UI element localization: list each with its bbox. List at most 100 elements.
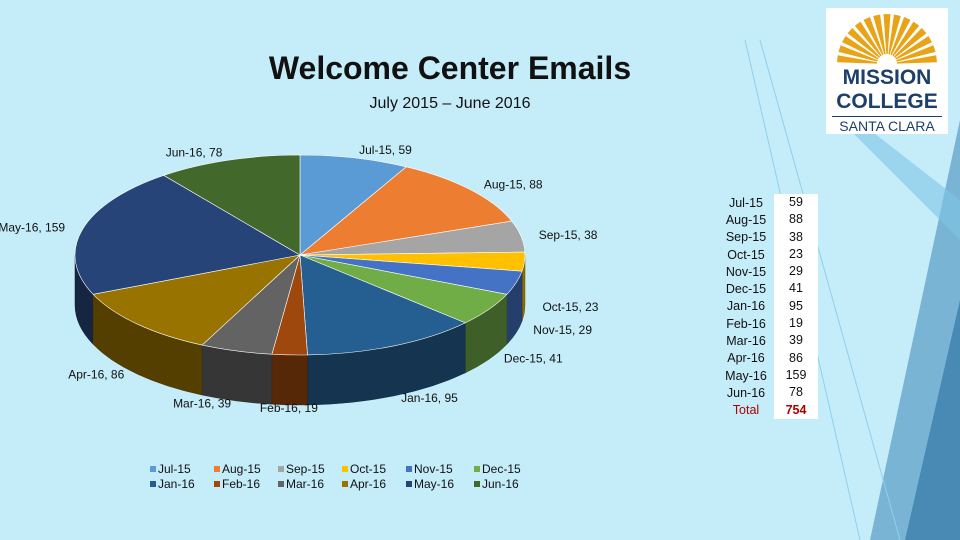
table-value: 19 xyxy=(774,315,818,333)
table-value: 95 xyxy=(774,297,818,316)
table-row: Apr-16 86 xyxy=(718,349,818,367)
table-value: 29 xyxy=(774,263,818,281)
legend-swatch xyxy=(406,481,412,487)
table-row: Jan-16 95 xyxy=(718,297,818,316)
table-month: Feb-16 xyxy=(726,316,766,331)
table-row: May-16 159 xyxy=(718,366,818,385)
table-month: Nov-15 xyxy=(725,264,767,279)
table-value: 78 xyxy=(774,384,818,402)
legend-item: Mar-16 xyxy=(278,477,342,491)
table-row: Aug-15 88 xyxy=(718,211,818,229)
table-value: 23 xyxy=(774,245,818,264)
legend-label: Jan-16 xyxy=(158,477,195,491)
legend-item: Jun-16 xyxy=(474,477,538,491)
table-month: Jul-15 xyxy=(728,195,764,210)
table-month: Apr-16 xyxy=(727,351,765,366)
pie-data-label: Feb-16, 19 xyxy=(260,401,318,415)
legend-swatch xyxy=(150,481,156,487)
table-month: May-16 xyxy=(725,368,767,383)
legend-item: Jan-16 xyxy=(150,477,214,491)
legend-swatch xyxy=(474,481,480,487)
table-month: Total xyxy=(732,403,760,418)
table-row: Jul-15 59 xyxy=(718,194,818,212)
pie-slice-jan-16 xyxy=(299,254,467,356)
legend-swatch xyxy=(342,466,348,472)
table-value: 754 xyxy=(774,401,818,419)
legend-label: Jul-15 xyxy=(158,462,191,476)
table-month: Mar-16 xyxy=(726,334,766,349)
legend-item: Dec-15 xyxy=(474,462,538,476)
table-month: Aug-15 xyxy=(725,212,767,227)
table-row: Feb-16 19 xyxy=(718,315,818,333)
table-month: Jan-16 xyxy=(726,299,766,314)
legend-item: Apr-16 xyxy=(342,477,406,491)
pie-data-label: Dec-15, 41 xyxy=(504,352,563,366)
table-value: 38 xyxy=(774,228,818,246)
legend-label: Jun-16 xyxy=(482,477,519,491)
table-row: Dec-15 41 xyxy=(718,280,818,298)
table-value: 41 xyxy=(774,280,818,298)
legend-label: Sep-15 xyxy=(286,462,325,476)
table-month: Dec-15 xyxy=(725,282,767,297)
pie-slice-jun-16 xyxy=(163,154,301,256)
legend-label: Dec-15 xyxy=(482,462,521,476)
pie-data-label: Jun-16, 78 xyxy=(166,146,223,160)
table-row: Oct-15 23 xyxy=(718,245,818,264)
table-value: 159 xyxy=(774,366,818,385)
legend-item: Oct-15 xyxy=(342,462,406,476)
legend-item: Nov-15 xyxy=(406,462,474,476)
table-value: 86 xyxy=(774,349,818,367)
table-month: Oct-15 xyxy=(727,247,765,262)
pie-data-label: Oct-15, 23 xyxy=(542,300,598,314)
logo-line-3: SANTA CLARA xyxy=(832,116,942,134)
legend-label: Feb-16 xyxy=(222,477,261,491)
legend-swatch xyxy=(150,466,156,472)
legend-label: Apr-16 xyxy=(350,477,387,491)
legend-swatch xyxy=(278,466,284,472)
table-total-row: Total 754 xyxy=(718,401,818,419)
legend-swatch xyxy=(214,466,220,472)
legend-item: Sep-15 xyxy=(278,462,342,476)
pie-slice-jul-15 xyxy=(299,154,407,256)
legend-swatch xyxy=(278,481,284,487)
table-row: Jun-16 78 xyxy=(718,384,818,402)
table-month: Sep-15 xyxy=(725,230,767,245)
pie-data-label: Jul-15, 59 xyxy=(359,143,412,157)
legend-item: Feb-16 xyxy=(214,477,278,491)
table-value: 88 xyxy=(774,211,818,229)
legend-swatch xyxy=(474,466,480,472)
pie-slice-apr-16 xyxy=(92,254,301,346)
legend-item: May-16 xyxy=(406,477,474,491)
legend-swatch xyxy=(406,466,412,472)
pie-labels: Jul-15, 59 Aug-15, 88 Sep-15, 38 Oct-15, 23… xyxy=(0,143,599,415)
pie-data-label: Jan-16, 95 xyxy=(401,391,458,405)
table-value: 39 xyxy=(774,332,818,350)
legend-label: Nov-15 xyxy=(414,462,453,476)
logo-line-2: COLLEGE xyxy=(836,90,938,113)
college-logo: MISSION COLLEGE SANTA CLARA xyxy=(826,8,948,134)
legend-swatch xyxy=(342,481,348,487)
legend-item: Aug-15 xyxy=(214,462,278,476)
pie-slice-may-16 xyxy=(74,175,301,295)
pie-data-label: Apr-16, 86 xyxy=(68,368,124,382)
legend-label: May-16 xyxy=(414,477,455,491)
pie-data-label: May-16, 159 xyxy=(0,220,65,234)
sun-logo-icon xyxy=(837,14,937,64)
pie-data-label: Aug-15, 88 xyxy=(484,177,543,191)
pie-data-label: Sep-15, 38 xyxy=(539,228,598,242)
table-row: Mar-16 39 xyxy=(718,332,818,350)
legend-label: Mar-16 xyxy=(286,477,325,491)
pie-sides xyxy=(74,254,526,406)
pie-side-mar-16 xyxy=(201,344,273,405)
table-row: Sep-15 38 xyxy=(718,228,818,246)
chart-subtitle: July 2015 – June 2016 xyxy=(369,95,531,112)
pie-data-label: Nov-15, 29 xyxy=(533,323,592,337)
pie-side-feb-16 xyxy=(271,353,308,406)
table-month: Jun-16 xyxy=(726,385,766,400)
legend-label: Aug-15 xyxy=(222,462,261,476)
legend-item: Jul-15 xyxy=(150,462,214,476)
pie-slices xyxy=(74,154,526,356)
table-row: Nov-15 29 xyxy=(718,263,818,281)
